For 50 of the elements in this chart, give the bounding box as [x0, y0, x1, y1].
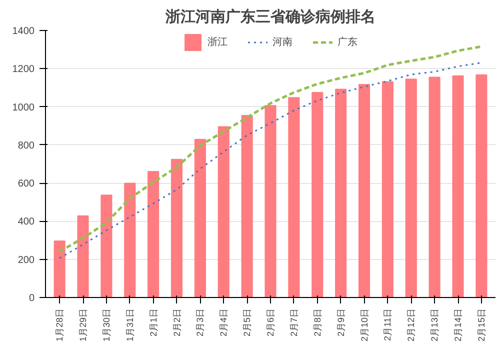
x-tick-label: 2月15日 — [476, 308, 486, 342]
y-tick-label: 1200 — [12, 64, 35, 76]
x-tick-label: 2月2日 — [172, 308, 182, 337]
y-tick-label: 400 — [18, 216, 35, 228]
x-tick-label: 2月13日 — [430, 308, 440, 342]
x-tick-label: 1月30日 — [101, 308, 112, 342]
bar — [405, 78, 417, 298]
bar — [476, 74, 488, 298]
bar — [428, 76, 440, 298]
x-tick-label: 2月12日 — [406, 308, 416, 342]
y-tick-label: 1000 — [12, 102, 35, 114]
y-tick-label: 200 — [18, 254, 35, 266]
y-tick-label: 1400 — [12, 26, 35, 37]
bar — [194, 138, 206, 298]
x-tick-label: 2月7日 — [288, 308, 299, 337]
bar — [382, 81, 394, 298]
x-tick-label: 2月11日 — [382, 308, 393, 341]
bar — [358, 84, 370, 298]
x-tick-label: 2月4日 — [218, 308, 229, 337]
legend-label: 浙江 — [208, 36, 228, 49]
x-tick-label: 2月10日 — [359, 308, 370, 342]
x-tick-label: 1月29日 — [78, 308, 88, 342]
y-tick-label: 600 — [18, 178, 35, 190]
x-tick-label: 1月28日 — [54, 308, 65, 342]
x-tick-label: 2月8日 — [312, 308, 322, 337]
x-tick-label: 2月1日 — [148, 308, 158, 337]
legend-label: 广东 — [338, 36, 358, 49]
bar — [335, 88, 347, 298]
bar — [124, 182, 136, 298]
bar — [148, 170, 160, 298]
x-tick-label: 2月5日 — [242, 308, 252, 337]
bar — [77, 215, 89, 298]
bar — [100, 194, 112, 298]
x-tick-label: 2月6日 — [266, 308, 276, 337]
y-tick-label: 0 — [28, 293, 35, 304]
x-tick-label: 2月14日 — [453, 308, 463, 342]
bar — [288, 97, 300, 298]
legend-label: 河南 — [272, 36, 292, 49]
bar — [54, 240, 66, 298]
bar — [170, 158, 183, 298]
chart-title: 浙江河南广东三省确诊病例排名 — [164, 8, 376, 26]
x-tick-label: 1月31日 — [124, 308, 135, 342]
bar — [241, 115, 253, 298]
x-tick-label: 2月3日 — [195, 308, 206, 337]
x-tick-label: 2月9日 — [336, 308, 346, 337]
bar — [452, 75, 464, 298]
bar — [218, 126, 230, 298]
bar — [264, 105, 276, 298]
bar — [312, 92, 324, 298]
y-tick-label: 800 — [18, 140, 35, 152]
